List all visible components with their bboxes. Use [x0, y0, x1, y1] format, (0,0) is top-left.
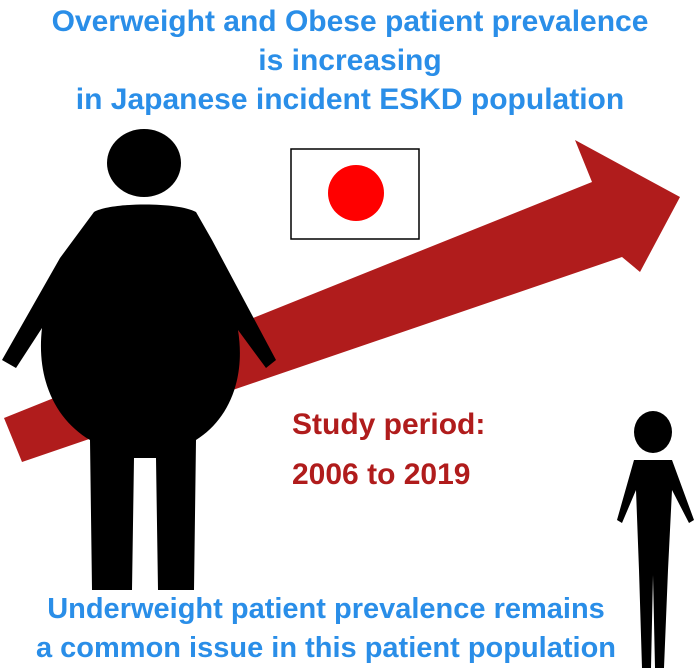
title-line-2: is increasing	[258, 44, 442, 77]
footer-note: Underweight patient prevalence remains a…	[6, 590, 646, 668]
study-period-range: 2006 to 2019	[292, 458, 471, 491]
page-title: Overweight and Obese patient prevalence …	[0, 2, 700, 119]
footer-line-1: Underweight patient prevalence remains	[47, 593, 605, 625]
footer-line-2: a common issue in this patient populatio…	[35, 632, 617, 664]
obese-person-icon	[2, 129, 276, 590]
japan-flag-sun	[328, 165, 384, 221]
thin-person-icon	[617, 411, 694, 668]
study-period: Study period: 2006 to 2019	[292, 400, 485, 500]
title-line-3: in Japanese incident ESKD population	[75, 83, 625, 116]
title-line-1: Overweight and Obese patient prevalence	[51, 5, 649, 38]
study-period-label: Study period:	[292, 408, 486, 441]
